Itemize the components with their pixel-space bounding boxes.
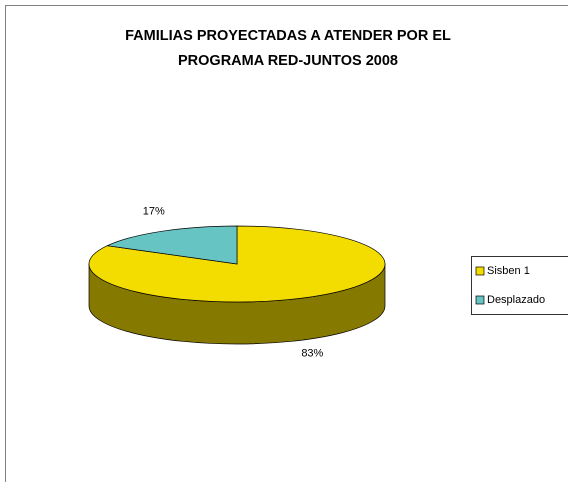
data-label: 17% (143, 205, 165, 217)
chart-title: FAMILIAS PROYECTADAS A ATENDER POR EL (125, 28, 451, 44)
pie-slice (106, 225, 238, 265)
data-label: 83% (301, 348, 323, 360)
legend-label: Sisben 1 (487, 265, 530, 277)
chart-title: PROGRAMA RED-JUNTOS 2008 (178, 53, 398, 69)
legend-swatch (475, 266, 485, 276)
legend-label: Desplazado (487, 294, 545, 306)
legend-box (471, 256, 568, 315)
legend-swatch (475, 295, 485, 305)
